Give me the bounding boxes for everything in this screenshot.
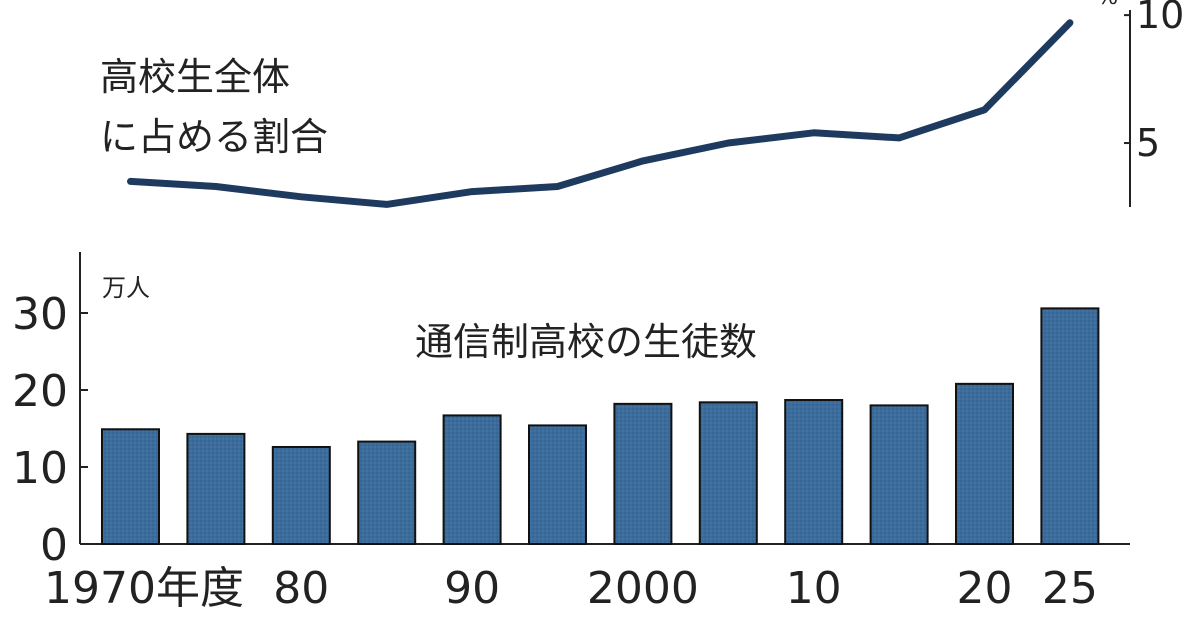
- bar-x-tick-label: 10: [786, 563, 842, 614]
- bar-2010: [784, 399, 844, 546]
- bar-y-ticks: 0 10 20 30: [12, 289, 88, 571]
- bar-1985: [357, 440, 417, 545]
- bar-x-tick-label: 20: [957, 563, 1013, 614]
- bar-1995: [528, 424, 587, 546]
- bar-1980: [271, 445, 331, 546]
- bar-1990: [442, 414, 502, 545]
- bar-y-tick-label: 10: [12, 443, 68, 494]
- bar-1970: [101, 428, 160, 545]
- line-title-line-1: 高校生全体: [100, 55, 290, 99]
- bar-x-tick-label: 1970年度: [44, 563, 244, 614]
- line-series-share: [127, 19, 1074, 208]
- line-chart-title: 高校生全体 に占める割合: [100, 55, 328, 159]
- line-y-ticks: 5 10: [1124, 0, 1184, 165]
- line-y-tick-label: 5: [1136, 121, 1160, 165]
- bar-x-ticks: 1970年度 80 90 2000 10 20 25: [44, 563, 1098, 614]
- line-title-line-2: に占める割合: [100, 115, 328, 159]
- line-chart-panel: 5 10 % 高校生全体 に占める割合: [100, 0, 1184, 208]
- bar-x-tick-label: 90: [444, 563, 500, 614]
- bar-1975: [186, 432, 246, 546]
- bar-2015: [869, 404, 929, 545]
- bar-2005: [698, 401, 758, 545]
- bar-2020: [955, 382, 1014, 545]
- bar-2000: [613, 402, 673, 545]
- line-y-tick-label: 10: [1136, 0, 1184, 37]
- bar-y-tick-label: 30: [12, 289, 68, 340]
- line-unit-label: %: [1097, 0, 1118, 10]
- bar-chart-panel: 万人 通信制高校の生徒数 0 10 20 30 1970年度 80 90 2000 10 20 2…: [12, 252, 1130, 614]
- bar-x-tick-label: 80: [273, 563, 329, 614]
- bar-x-tick-label: 25: [1042, 563, 1098, 614]
- bar-2025: [1040, 307, 1100, 545]
- bar-series: [101, 307, 1100, 546]
- bar-chart-title: 通信制高校の生徒数: [415, 320, 757, 364]
- bar-y-tick-label: 0: [40, 520, 68, 571]
- bar-unit-label: 万人: [102, 274, 150, 302]
- bar-x-tick-label: 2000: [587, 563, 699, 614]
- bar-y-tick-label: 20: [12, 366, 68, 417]
